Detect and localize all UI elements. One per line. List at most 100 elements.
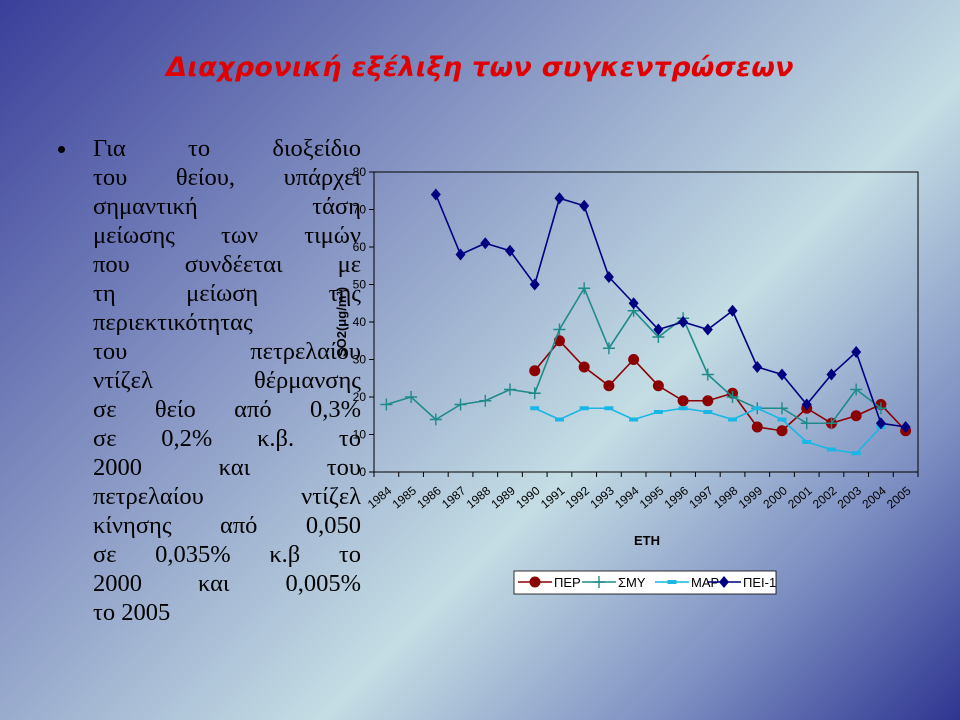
data-point bbox=[802, 440, 812, 444]
data-point bbox=[480, 237, 491, 250]
legend-marker bbox=[667, 580, 677, 584]
x-tick-label: 1996 bbox=[662, 483, 692, 511]
data-point bbox=[604, 406, 614, 411]
bullet-line: περιεκτικότητας bbox=[93, 309, 253, 336]
y-tick-label: 0 bbox=[359, 465, 366, 479]
data-point bbox=[429, 413, 442, 426]
data-point bbox=[702, 323, 713, 336]
data-point bbox=[653, 323, 664, 336]
data-point bbox=[380, 398, 393, 411]
bullet-line: πετρελαίου ντίζελ bbox=[93, 483, 361, 510]
series-line bbox=[534, 339, 907, 432]
y-tick-label: 10 bbox=[353, 428, 367, 442]
data-point bbox=[751, 421, 763, 433]
y-tick-label: 80 bbox=[353, 165, 367, 179]
bullet-line: 2000 και 0,005% bbox=[93, 570, 361, 597]
data-point bbox=[678, 316, 689, 328]
bullet-line: Για το διοξείδιο bbox=[93, 135, 361, 162]
data-point bbox=[554, 192, 565, 205]
data-point bbox=[578, 282, 591, 295]
x-tick-label: 2002 bbox=[810, 483, 840, 511]
series-line bbox=[435, 194, 906, 428]
x-tick-label: 1984 bbox=[365, 483, 395, 511]
data-point bbox=[455, 248, 466, 261]
data-point bbox=[851, 346, 862, 358]
x-tick-label: 2003 bbox=[835, 483, 865, 511]
x-axis-title: ΕΤΗ bbox=[634, 533, 660, 548]
data-point bbox=[875, 417, 886, 430]
series-1 bbox=[380, 282, 887, 430]
data-point bbox=[603, 380, 615, 392]
data-point bbox=[826, 447, 836, 452]
data-point bbox=[728, 417, 738, 422]
data-point bbox=[454, 398, 467, 411]
data-point bbox=[405, 391, 418, 403]
x-tick-label: 1988 bbox=[464, 483, 494, 511]
bullet-marker bbox=[58, 146, 65, 153]
data-point bbox=[603, 271, 614, 283]
x-tick-label: 1989 bbox=[488, 483, 518, 511]
x-tick-label: 2005 bbox=[884, 483, 914, 511]
data-point bbox=[505, 244, 515, 257]
x-tick-label: 1990 bbox=[513, 483, 543, 511]
x-tick-label: 2001 bbox=[785, 483, 815, 511]
data-point bbox=[653, 410, 663, 414]
data-point bbox=[529, 278, 540, 291]
x-tick-label: 1997 bbox=[686, 483, 716, 511]
x-tick-label: 1993 bbox=[587, 483, 617, 511]
bullet-line: μείωσης των τιμών bbox=[93, 222, 361, 249]
series-line bbox=[534, 407, 882, 455]
x-tick-label: 1994 bbox=[612, 483, 642, 511]
data-point bbox=[825, 417, 838, 430]
plot-area-frame bbox=[373, 171, 919, 473]
bullet-line: που συνδέεται με bbox=[93, 251, 361, 278]
data-point bbox=[430, 188, 441, 201]
bullet-text: Για το διοξείδιο του θείου, υπάρχει σημαντ… bbox=[93, 134, 361, 627]
slide-title: Διαχρονική εξέλιξη των συγκεντρώσεων bbox=[166, 52, 794, 83]
data-point bbox=[752, 361, 763, 373]
data-point bbox=[701, 368, 714, 381]
series-2 bbox=[530, 406, 886, 456]
legend-marker bbox=[529, 576, 541, 588]
data-point bbox=[874, 402, 887, 415]
legend-box bbox=[513, 570, 777, 595]
bullet-line: το 2005 bbox=[93, 599, 171, 626]
legend-label: ΠΕΙ-1 bbox=[743, 575, 776, 590]
data-point bbox=[554, 417, 564, 422]
legend-label: ΠΕΡ bbox=[554, 575, 581, 590]
data-point bbox=[628, 354, 640, 365]
data-point bbox=[703, 410, 713, 414]
x-tick-label: 2000 bbox=[760, 483, 790, 511]
data-point bbox=[801, 398, 812, 411]
x-tick-label: 1991 bbox=[538, 483, 568, 511]
data-point bbox=[652, 380, 664, 392]
x-tick-label: 1987 bbox=[439, 483, 469, 511]
data-point bbox=[602, 342, 615, 355]
data-point bbox=[752, 406, 762, 411]
x-tick-label: 2004 bbox=[859, 483, 889, 511]
data-point bbox=[777, 417, 787, 422]
bullet-line: σε θείο από 0,3% bbox=[93, 396, 361, 423]
data-point bbox=[677, 395, 689, 407]
data-point bbox=[579, 406, 589, 411]
y-tick-label: 40 bbox=[353, 315, 367, 329]
data-point bbox=[726, 391, 739, 403]
bullet-line: κίνησης από 0,050 bbox=[93, 512, 361, 539]
data-point bbox=[850, 410, 862, 422]
y-tick-label: 70 bbox=[353, 203, 367, 217]
data-point bbox=[851, 451, 861, 456]
data-point bbox=[579, 199, 590, 212]
data-point bbox=[727, 304, 738, 317]
data-point bbox=[530, 406, 540, 411]
data-point bbox=[777, 368, 787, 381]
bullet-line: σημαντική τάση bbox=[93, 193, 361, 220]
x-tick-label: 1985 bbox=[390, 483, 420, 511]
x-tick-label: 1998 bbox=[711, 483, 741, 511]
data-point bbox=[900, 421, 911, 433]
bullet-line: σε 0,035% κ.β το bbox=[93, 541, 361, 568]
data-point bbox=[800, 417, 813, 430]
bullet-line: του πετρελαίου bbox=[93, 338, 361, 365]
x-tick-label: 1995 bbox=[637, 483, 667, 511]
data-point bbox=[702, 395, 714, 407]
